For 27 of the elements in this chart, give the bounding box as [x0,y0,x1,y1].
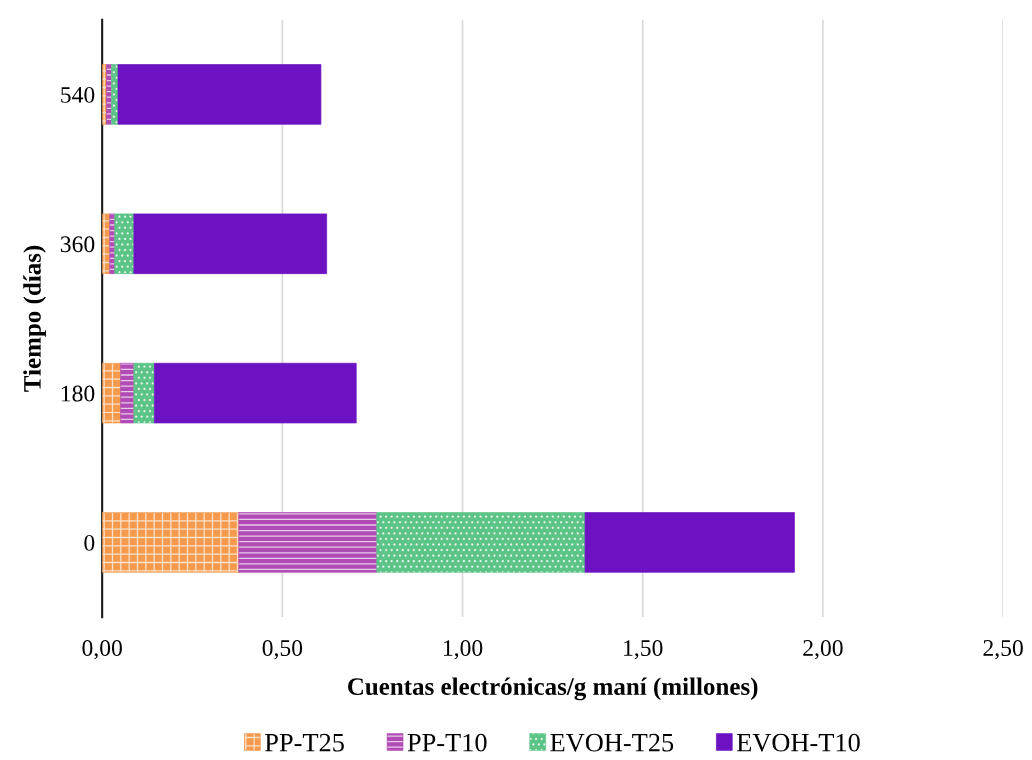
legend-label: EVOH-T10 [736,733,860,752]
bar [117,64,322,125]
legend-label: PP-T10 [407,733,487,752]
y-tick-label: 180 [61,385,95,402]
x-tick-label: 0,00 [82,640,122,660]
legend-label: PP-T25 [265,733,344,752]
x-tick-label: 1,50 [624,640,663,660]
x-axis-title: Cuentas electrónicas/g maní (millones) [347,677,758,701]
bar [102,512,240,573]
bar [120,362,135,424]
y-axis-title: Tiempo (días) [23,245,46,392]
x-tick-label: 2,50 [983,640,1023,660]
y-tick-label: 360 [60,236,95,253]
bar [102,362,121,424]
bar [133,362,155,424]
y-tick-label: 540 [61,86,95,103]
bar [238,512,378,573]
y-tick-label: 0 [84,534,95,551]
legend-label: EVOH-T25 [550,733,674,752]
x-tick-label: 1,00 [443,640,483,660]
bar [584,512,795,573]
x-tick-label: 0,50 [262,640,303,660]
bar [154,362,357,424]
bar [114,213,135,274]
x-tick-label: 2,00 [803,640,843,660]
bar [133,213,328,274]
bar [376,512,586,573]
